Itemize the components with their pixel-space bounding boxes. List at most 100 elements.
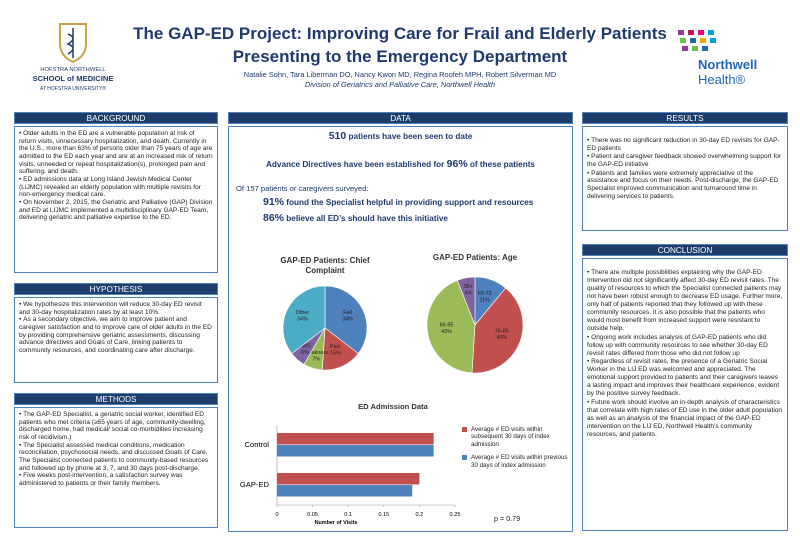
slice-category: Weakness [304, 350, 329, 356]
x-tick-label: 0.25 [450, 512, 461, 518]
bullet: Future work should involve an in-depth a… [587, 399, 783, 439]
section-heading: METHODS [14, 393, 218, 405]
slice-category: Pain [330, 344, 341, 350]
section-heading: RESULTS [582, 112, 788, 124]
x-tick-label: 0.2 [416, 512, 424, 518]
bullet: Regardless of revisit rates, the presenc… [587, 358, 783, 398]
logo-square [702, 46, 708, 51]
slice-value: 34% [297, 316, 308, 322]
bullet-list: Older adults in the ED are a vulnerable … [19, 130, 213, 222]
x-tick-label: 0.1 [344, 512, 352, 518]
bullet: The GAP-ED Specialist, a geriatric socia… [19, 411, 213, 442]
legend-entry: Average # ED visits within subsequent 30… [462, 426, 568, 448]
logos: HOFSTRA NORTHWELL SCHOOL of MEDICINE AT … [33, 23, 757, 92]
logo-text: HOFSTRA NORTHWELL [40, 67, 106, 73]
slice-category: 65-75 [478, 291, 492, 297]
text: of these patients [467, 160, 535, 169]
pie-slice [456, 276, 476, 326]
y-tick-label: GAP-ED [240, 480, 270, 489]
chart-title: ED Admission Data [358, 402, 429, 411]
bullet: Older adults in the ED are a vulnerable … [19, 130, 213, 176]
pie-slice [282, 285, 326, 354]
emphasis: 91% [263, 196, 285, 208]
logo-text: AT HOFSTRA UNIVERSITY® [40, 85, 106, 92]
logo-square [708, 30, 714, 35]
section-heading: HYPOTHESIS [14, 283, 218, 295]
logo-square [680, 38, 686, 43]
slice-value: 34% [342, 316, 353, 322]
slice-value: 15% [330, 350, 341, 356]
bullet: Five weeks post-intervention, a satisfac… [19, 472, 213, 487]
slice-category: AMS [299, 344, 311, 350]
slice-label: 76-85 40% [495, 329, 509, 342]
slice-category: Fall [343, 310, 352, 316]
authors: Natalie Sohn, Tara Liberman DO, Nancy Kw… [243, 70, 557, 79]
legend-label: Average # ED visits within previous 30 d… [471, 454, 568, 469]
logo-square [698, 30, 704, 35]
slice-label: 95+ 6% [464, 284, 473, 297]
x-tick-label: 0.15 [378, 512, 389, 518]
bar [277, 485, 413, 497]
bullet: We hypothesize this intervention will re… [19, 301, 213, 316]
slice-category: 86-95 [440, 323, 454, 329]
title: The GAP-ED Project: Improving Care for F… [133, 24, 667, 66]
legend-swatch [462, 455, 467, 461]
slice-label: Other 34% [296, 310, 310, 323]
charts: Fall 34%Pain 15%Weakness 7%AMS 6%Other 34%65-… [240, 276, 524, 526]
highlight: Advance Directives have been established… [228, 158, 573, 170]
section-body: Older adults in the ED are a vulnerable … [14, 126, 218, 273]
slice-value: 7% [312, 356, 320, 362]
slice-label: Weakness 7% [304, 350, 329, 363]
logo-square [710, 38, 716, 43]
data-box [228, 126, 573, 532]
logo-text: Health® [698, 72, 746, 87]
legend-swatch [462, 427, 467, 432]
bullet-list: There are multiple possibilities explain… [587, 269, 783, 439]
slice-value: 40% [496, 335, 507, 341]
legend-label: Average # ED visits within subsequent 30… [471, 426, 550, 448]
northwell-mark [678, 30, 716, 51]
bullet: Patients and families were extremely app… [587, 170, 783, 201]
pie-slice [324, 285, 368, 354]
bullet: Ongoing work includes analysis of GAP-ED… [587, 334, 783, 358]
affiliation: Division of Geriatrics and Palliative Ca… [304, 80, 496, 89]
legend: Average # ED visits within subsequent 30… [462, 426, 568, 475]
emphasis: 510 [328, 130, 347, 142]
slice-value: 6% [301, 350, 309, 356]
slice-label: AMS 6% [299, 344, 311, 357]
logo-square [688, 30, 694, 35]
pie-slice [426, 279, 476, 374]
bullet: Patient and caregiver feedback showed ov… [587, 153, 783, 168]
text: believe all ED’s should have this initia… [284, 214, 448, 223]
section-heading: DATA [228, 112, 573, 124]
text: patients have been seen to date [346, 132, 473, 141]
logo-square [692, 46, 698, 51]
bar [277, 473, 420, 485]
bullet-list: The GAP-ED Specialist, a geriatric socia… [19, 411, 213, 488]
slice-value: 43% [441, 329, 452, 335]
survey-result: 91% found the Specialist helpful in prov… [263, 196, 533, 208]
logo-square [682, 46, 688, 51]
bar [277, 433, 434, 445]
slice-value: 11% [480, 297, 491, 303]
bullet: The Specialist assessed medical conditio… [19, 442, 213, 473]
slice-label: 86-95 43% [440, 323, 454, 336]
survey-result: 86% believe all ED’s should have this in… [263, 212, 448, 224]
section-body: There are multiple possibilities explain… [582, 258, 788, 531]
section-body: There was no significant reduction in 30… [582, 126, 788, 231]
slice-category: 95+ [464, 284, 473, 290]
bullet-list: We hypothesize this intervention will re… [19, 301, 213, 355]
x-axis-label: Number of Visits [315, 520, 358, 526]
y-tick-label: Control [245, 440, 270, 449]
slice-label: Fall 34% [342, 310, 353, 323]
x-tick-label: 0 [275, 512, 278, 518]
emphasis: 86% [263, 212, 285, 224]
section-body: The GAP-ED Specialist, a geriatric socia… [14, 407, 218, 528]
bullet: There are multiple possibilities explain… [587, 269, 783, 333]
highlight: 510 patients have been seen to date [228, 130, 573, 142]
emphasis: 96% [446, 158, 468, 170]
legend-entry: Average # ED visits within previous 30 d… [462, 454, 568, 469]
slice-label: 65-75 11% [478, 291, 492, 304]
text: found the Specialist helpful in providin… [284, 198, 534, 207]
